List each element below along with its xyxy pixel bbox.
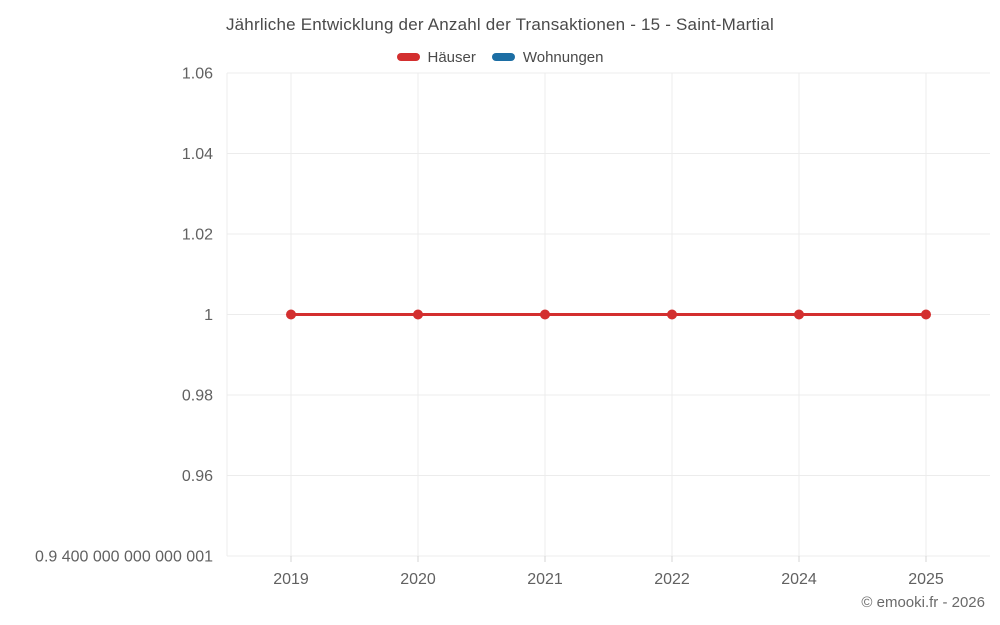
legend-label: Wohnungen xyxy=(522,48,604,66)
x-axis-label: 2021 xyxy=(527,571,563,588)
x-axis-label: 2024 xyxy=(781,571,817,588)
legend-item-wohnungen[interactable]: Wohnungen xyxy=(491,48,604,66)
chart-title: Jährliche Entwicklung der Anzahl der Tra… xyxy=(225,15,775,34)
y-axis-label: 0.96 xyxy=(182,468,213,485)
legend: Häuser Wohnungen xyxy=(0,46,1000,68)
copyright-text: © emooki.fr - 2026 xyxy=(861,594,985,611)
legend-label: Häuser xyxy=(427,48,476,66)
y-axis-label: 1.02 xyxy=(182,227,213,244)
x-axis-label: 2025 xyxy=(908,571,944,588)
x-axis-label: 2020 xyxy=(400,571,436,588)
data-point[interactable] xyxy=(286,309,296,320)
y-axis-label: 0.98 xyxy=(182,388,213,405)
data-point[interactable] xyxy=(921,309,931,320)
x-axis-label: 2019 xyxy=(273,571,309,588)
data-point[interactable] xyxy=(667,309,677,320)
y-axis-label: 1 xyxy=(204,307,213,324)
y-axis-label: 0.9 400 000 000 000 001 xyxy=(35,549,213,566)
x-axis-label: 2022 xyxy=(654,571,690,588)
data-point[interactable] xyxy=(540,309,550,320)
legend-swatch-icon xyxy=(396,53,420,61)
legend-item-häuser[interactable]: Häuser xyxy=(396,48,476,66)
data-point[interactable] xyxy=(794,309,804,320)
data-point[interactable] xyxy=(413,309,423,320)
legend-swatch-icon xyxy=(491,53,515,61)
y-axis-label: 1.06 xyxy=(182,66,213,83)
y-axis-label: 1.04 xyxy=(182,146,213,163)
